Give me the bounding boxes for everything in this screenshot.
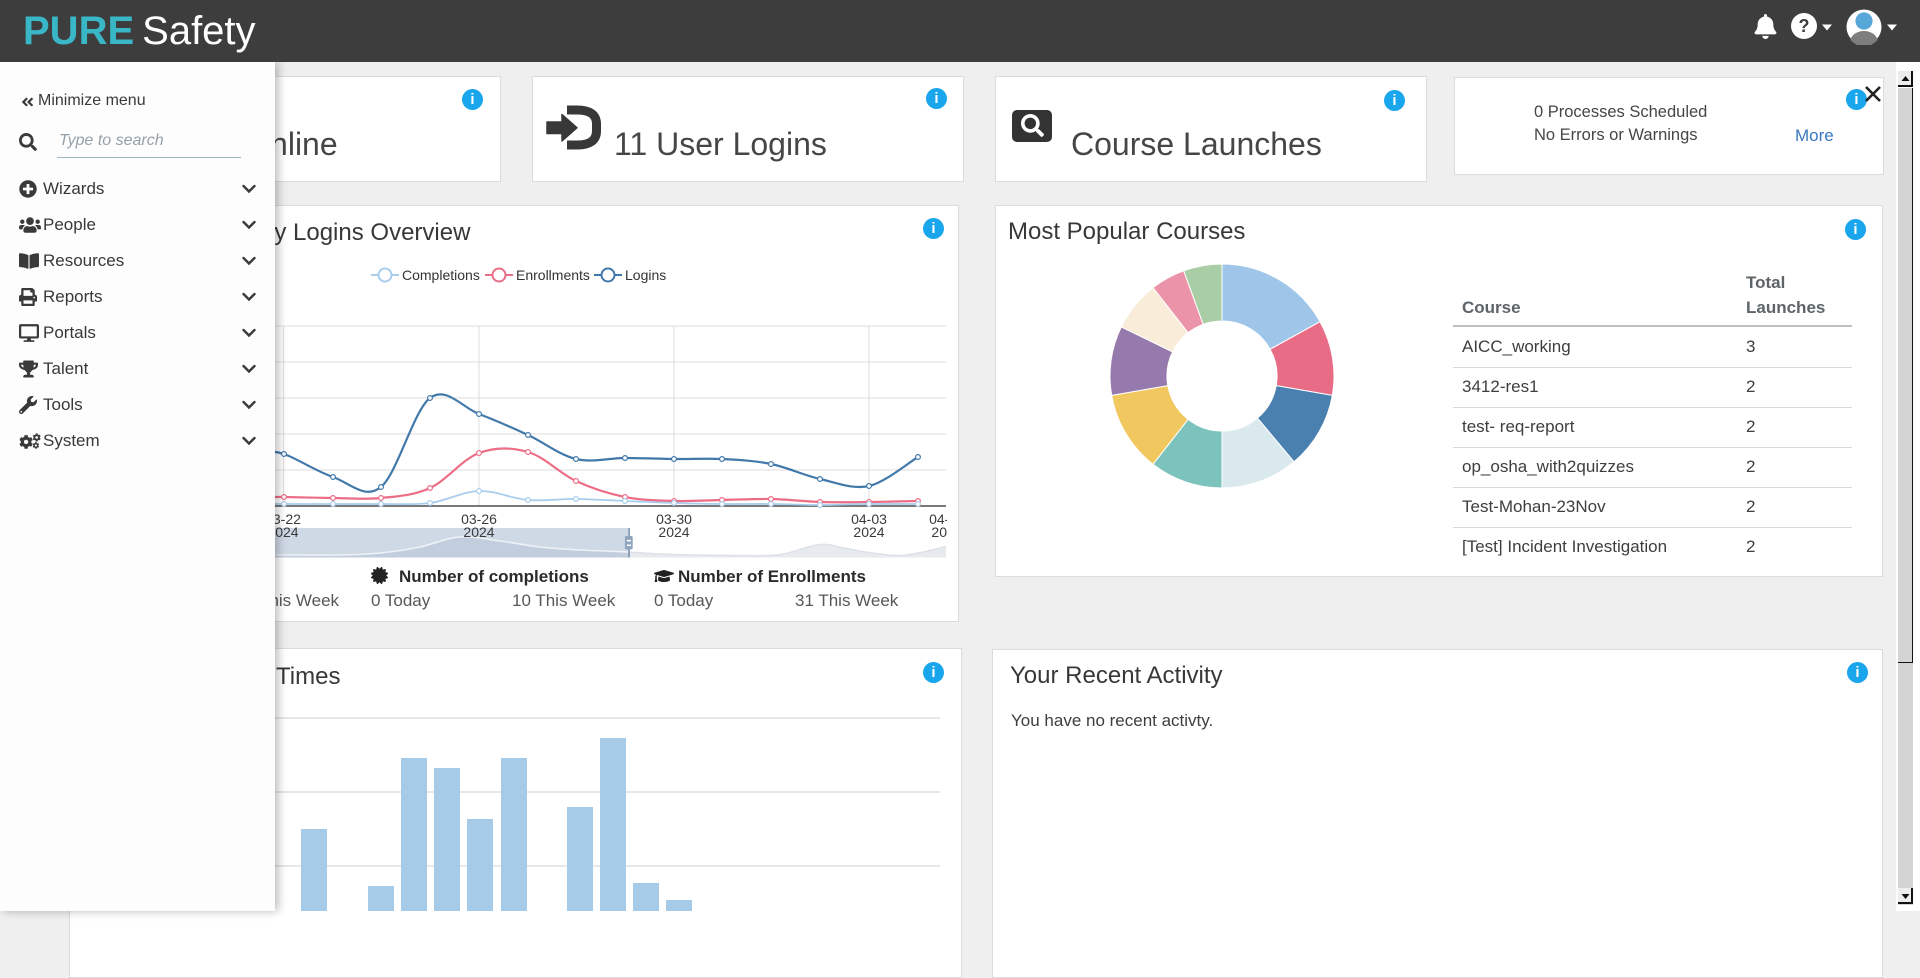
- svg-text:Enrollments: Enrollments: [516, 267, 590, 283]
- svg-text:2024: 2024: [658, 524, 689, 540]
- svg-text:2024: 2024: [463, 524, 494, 540]
- svg-text:03-30: 03-30: [656, 511, 692, 527]
- svg-text:Completions: Completions: [402, 267, 480, 283]
- svg-text:04-03: 04-03: [851, 511, 887, 527]
- svg-text:2024: 2024: [853, 524, 884, 540]
- svg-text:2024: 2024: [267, 524, 298, 540]
- svg-text:04-07: 04-07: [929, 511, 947, 527]
- svg-text:2024: 2024: [931, 524, 947, 540]
- svg-text:Logins: Logins: [625, 267, 666, 283]
- svg-text:03-26: 03-26: [461, 511, 497, 527]
